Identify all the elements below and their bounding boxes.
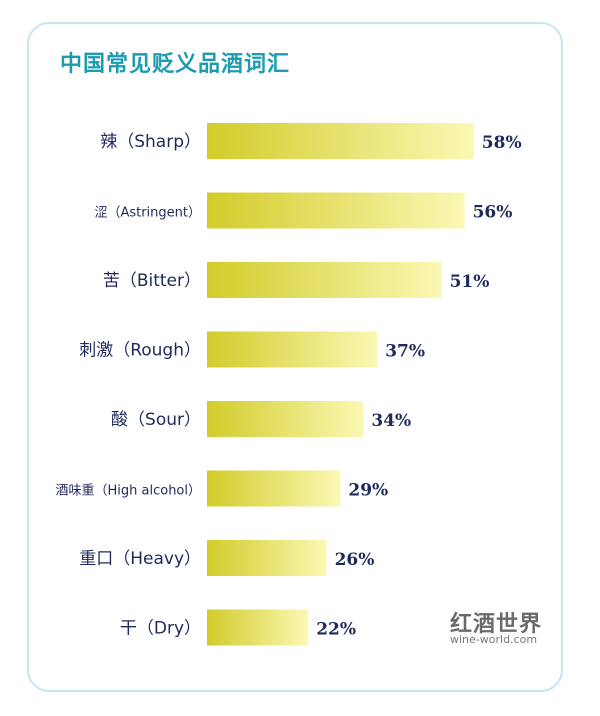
- value-label: 26%: [335, 550, 375, 570]
- category-label: 干（Dry）: [120, 619, 201, 639]
- category-label: 苦（Bitter）: [103, 271, 201, 291]
- value-label: 29%: [348, 481, 388, 501]
- category-label: 重口（Heavy）: [79, 549, 201, 569]
- bar: [207, 192, 465, 229]
- wine-world-logo: 红酒世界 wine-world.com: [448, 606, 548, 648]
- category-label: 酸（Sour）: [111, 410, 201, 430]
- bar: [207, 609, 309, 646]
- category-label: 涩（Astringent）: [94, 206, 201, 221]
- category-label: 刺激（Rough）: [79, 341, 201, 361]
- bar: [207, 401, 364, 437]
- value-label: 34%: [371, 411, 411, 431]
- value-label: 56%: [473, 203, 513, 223]
- chart-title: 中国常见贬义品酒词汇: [60, 51, 291, 77]
- logo-url-text: wine-world.com: [450, 633, 538, 646]
- bar: [207, 540, 327, 576]
- bars: 辣（Sharp） 58% 涩（Astringent） 56% 苦（Bitter） 51% 刺…: [56, 123, 522, 646]
- category-label: 辣（Sharp）: [100, 132, 201, 152]
- category-label: 酒味重（High alcohol）: [56, 483, 202, 499]
- value-label: 51%: [450, 272, 490, 292]
- bar: [207, 123, 474, 159]
- value-label: 37%: [385, 342, 425, 362]
- bar: [207, 470, 341, 507]
- value-label: 58%: [482, 133, 522, 153]
- logo-cn-text: 红酒世界: [450, 612, 543, 637]
- value-label: 22%: [316, 620, 356, 640]
- bar: [207, 262, 442, 298]
- bar: [207, 331, 378, 368]
